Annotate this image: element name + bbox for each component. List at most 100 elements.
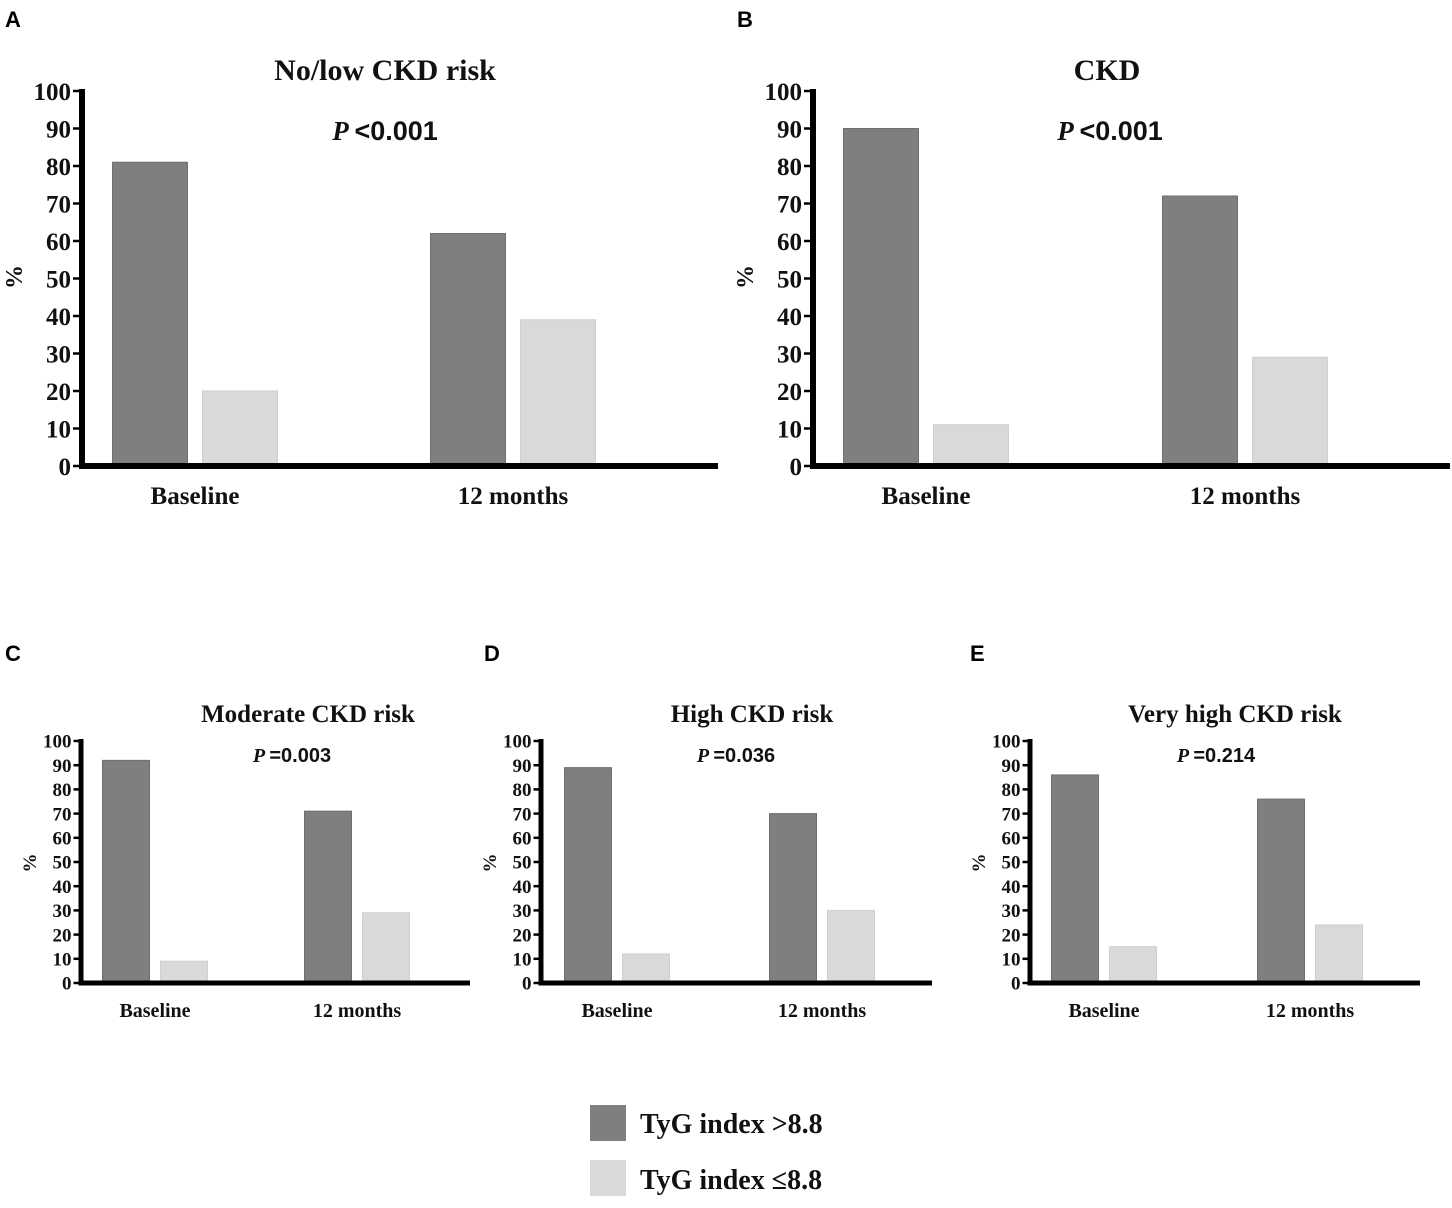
y-tick-label: 40 [53,877,72,898]
bar-high-12-months [769,813,817,984]
bar-high-baseline [1051,774,1099,984]
p-value: P <0.001 [331,116,438,146]
y-tick-label: 30 [46,341,71,368]
chart-panel-e: E Very high CKD risk P =0.214 Baseline 12 mo… [969,641,1420,1022]
bar-high-baseline [564,767,612,984]
y-tick-label: 40 [1002,877,1021,898]
chart-title: High CKD risk [671,701,834,728]
y-tick-label: 80 [53,780,72,801]
y-tick-label: 10 [777,416,802,443]
y-tick-label: 20 [513,925,532,946]
chart-title: No/low CKD risk [274,54,496,87]
y-tick-label: 80 [1002,780,1021,801]
p-symbol: P [1056,116,1079,146]
y-tick-label: 90 [46,116,71,143]
y-tick-label: 0 [522,974,532,995]
x-tick-label: 12 months [313,1000,402,1022]
y-tick-label: 20 [53,925,72,946]
y-tick-label: 60 [777,229,802,256]
legend-swatch-high [590,1105,626,1141]
y-tick-label: 10 [53,949,72,970]
p-value: P =0.214 [1176,745,1256,767]
x-tick-label: 12 months [1190,483,1301,510]
y-tick-label: 70 [513,804,532,825]
bar-high-12-months [430,233,506,467]
y-tick-label: 100 [992,732,1021,753]
legend-label-low: TyG index ≤8.8 [640,1165,822,1196]
y-tick-label: 90 [53,756,72,777]
y-tick-label: 100 [34,79,72,106]
legend: TyG index >8.8 TyG index ≤8.8 [590,1105,823,1196]
y-tick-label: 40 [46,304,71,331]
y-tick-label: 50 [46,266,71,293]
y-axis-label: % [20,854,41,873]
p-value: P =0.003 [252,745,331,767]
y-tick-label: 10 [1002,949,1021,970]
p-value: P =0.036 [696,745,775,767]
y-tick-label: 0 [59,454,72,481]
x-tick-label: Baseline [882,483,971,510]
y-tick-label: 70 [46,191,71,218]
x-tick-label: 12 months [1266,1000,1355,1022]
y-tick-label: 30 [777,341,802,368]
bar-low-baseline [933,424,1009,467]
y-tick-label: 10 [513,949,532,970]
y-tick-label: 80 [513,780,532,801]
y-tick-label: 40 [777,304,802,331]
y-tick-label: 80 [46,154,71,181]
y-tick-label: 90 [1002,756,1021,777]
x-tick-label: Baseline [119,1000,190,1022]
y-tick-label: 20 [46,379,71,406]
x-tick-label: Baseline [581,1000,652,1022]
y-tick-label: 70 [1002,804,1021,825]
y-tick-label: 30 [513,901,532,922]
bar-low-baseline [1109,946,1157,984]
y-tick-label: 50 [513,853,532,874]
p-value-number: <0.001 [354,116,437,146]
y-tick-label: 90 [777,116,802,143]
p-symbol: P [331,116,354,146]
bar-low-12-months [1252,356,1328,467]
x-tick-label: 12 months [458,483,569,510]
bar-high-12-months [304,810,352,984]
y-tick-label: 100 [43,732,72,753]
chart-panel-c: C Moderate CKD risk P =0.003 Baseline 12 mon… [5,641,470,1022]
y-tick-label: 40 [513,877,532,898]
bar-low-baseline [622,953,670,984]
y-tick-label: 0 [790,454,803,481]
p-value-number: =0.036 [713,745,775,767]
bar-high-baseline [102,759,150,984]
chart-panel-a: A No/low CKD risk P <0.001 Baseline 12 month… [2,7,718,510]
p-value-number: =0.214 [1193,745,1256,767]
bar-low-baseline [202,390,278,467]
legend-swatch-low [590,1160,626,1196]
y-tick-label: 70 [777,191,802,218]
y-tick-label: 80 [777,154,802,181]
chart-panels: A No/low CKD risk P <0.001 Baseline 12 month… [2,7,1450,1022]
p-symbol: P [1176,745,1193,767]
y-tick-label: 50 [53,853,72,874]
y-axis-label: % [733,265,759,289]
chart-title: CKD [1074,54,1141,87]
panel-letter: E [970,641,985,666]
bar-low-12-months [520,319,596,467]
chart-panel-d: D High CKD risk P =0.036 Baseline 12 months 0… [480,641,932,1022]
y-tick-label: 100 [503,732,532,753]
panel-letter: C [5,641,21,666]
y-tick-label: 10 [46,416,71,443]
bar-high-baseline [843,128,919,467]
p-symbol: P [696,745,713,767]
bar-low-12-months [1315,924,1363,984]
y-tick-label: 20 [1002,925,1021,946]
y-tick-label: 0 [1011,974,1021,995]
y-tick-label: 60 [1002,828,1021,849]
y-tick-label: 60 [46,229,71,256]
bar-high-12-months [1162,195,1238,467]
bar-high-12-months [1257,798,1305,984]
y-tick-label: 0 [62,974,72,995]
p-symbol: P [252,745,269,767]
chart-title: Moderate CKD risk [201,701,415,728]
y-tick-label: 70 [53,804,72,825]
y-tick-label: 20 [777,379,802,406]
